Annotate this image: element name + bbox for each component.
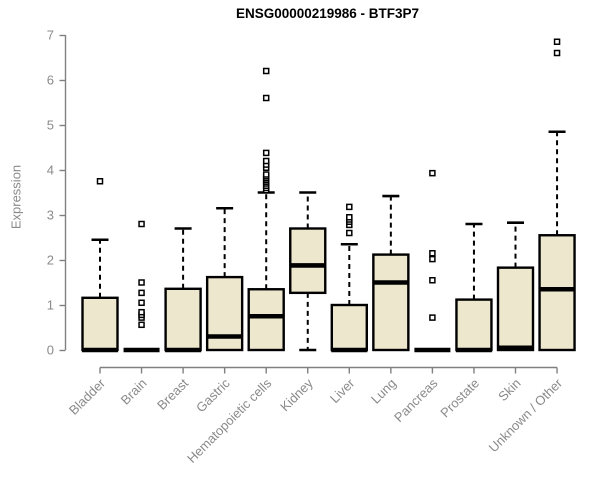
y-tick-label: 4 — [47, 163, 54, 178]
x-category-label: Skin — [495, 376, 523, 404]
box — [289, 227, 327, 295]
box — [205, 275, 244, 352]
outlier-point — [262, 171, 270, 178]
outlier-point — [429, 255, 436, 263]
x-category-label: Kidney — [277, 375, 316, 414]
x-category-label: Gastric — [193, 375, 233, 415]
box — [538, 234, 576, 352]
outlier-point — [138, 321, 145, 329]
x-category-label: Prostate — [437, 376, 482, 421]
y-tick-label: 3 — [47, 208, 54, 223]
box — [496, 266, 535, 352]
box — [455, 298, 493, 352]
outlier-point — [429, 277, 436, 284]
chart-title: ENSG00000219986 - BTF3P7 — [235, 6, 420, 21]
outlier-point — [138, 279, 145, 286]
outlier-point — [138, 220, 145, 228]
x-category-label: Breast — [154, 375, 191, 412]
outlier-point — [429, 250, 436, 257]
outlier-point — [138, 308, 145, 316]
outlier-point — [553, 38, 561, 45]
x-category-label: Lung — [368, 376, 399, 407]
outlier-point — [553, 49, 561, 57]
x-category-label: Bladder — [66, 375, 109, 418]
outlier-point — [346, 214, 353, 221]
outlier-point — [262, 149, 270, 157]
outlier-point — [346, 203, 353, 211]
y-tick-label: 6 — [47, 73, 54, 88]
box — [247, 288, 285, 352]
box — [81, 296, 119, 352]
box — [372, 253, 410, 352]
x-category-label: Unknown / Other — [486, 375, 566, 455]
y-tick-label: 1 — [47, 298, 54, 313]
y-axis-title: Expression — [8, 164, 24, 230]
x-category-label: Brain — [118, 376, 150, 408]
y-tick-label: 0 — [47, 343, 54, 358]
x-category-label: Liver — [327, 375, 358, 406]
outlier-point — [262, 67, 270, 75]
outlier-point — [138, 289, 145, 297]
outlier-point — [346, 229, 353, 237]
y-tick-label: 5 — [47, 118, 54, 133]
outlier-point — [429, 314, 436, 321]
outlier-point — [262, 94, 270, 102]
x-category-label: Pancreas — [391, 375, 441, 425]
outlier-point — [96, 178, 104, 185]
y-tick-label: 2 — [47, 253, 54, 268]
box — [164, 287, 202, 352]
outlier-point — [262, 157, 270, 165]
y-tick-label: 7 — [47, 28, 54, 43]
box — [330, 303, 368, 352]
outlier-point — [138, 299, 145, 306]
outlier-point — [429, 169, 436, 177]
